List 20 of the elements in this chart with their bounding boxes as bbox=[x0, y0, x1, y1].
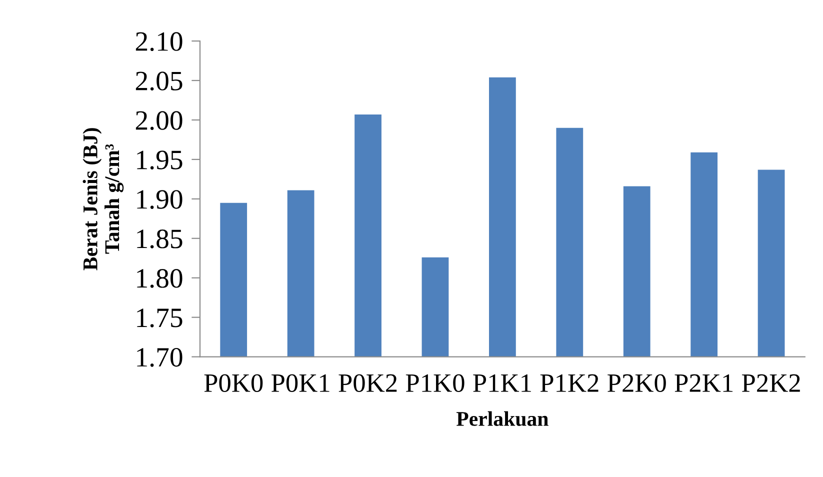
y-tick-label: 2.10 bbox=[136, 32, 182, 52]
x-tick-label: P2K0 bbox=[608, 374, 666, 392]
x-tick-label: P0K1 bbox=[272, 374, 330, 392]
y-tick-label: 1.90 bbox=[137, 190, 182, 209]
x-tick-label: P0K0 bbox=[204, 374, 263, 392]
y-tick-label: 1.95 bbox=[137, 150, 182, 170]
x-tick-label: P1K0 bbox=[406, 374, 464, 392]
x-tick-label: P2K2 bbox=[742, 374, 800, 392]
y-tick-label: 2.05 bbox=[136, 72, 182, 91]
y-tick-label: 1.85 bbox=[137, 230, 182, 248]
x-tick-label: P1K2 bbox=[540, 374, 598, 392]
x-tick-label: P2K1 bbox=[674, 374, 733, 392]
y-tick-label: 1.75 bbox=[137, 308, 182, 328]
y-tick-label: 1.80 bbox=[137, 269, 182, 288]
x-axis-title: Perlakuan bbox=[456, 411, 548, 426]
y-tick-label: 1.70 bbox=[137, 348, 182, 367]
y-tick-label: 2.00 bbox=[136, 111, 182, 130]
x-tick-label: P0K2 bbox=[338, 374, 397, 392]
y-axis-title: Berat Jenis (BJ) Tanah g/cm³ bbox=[82, 128, 124, 270]
x-tick-label: P1K1 bbox=[473, 374, 531, 392]
